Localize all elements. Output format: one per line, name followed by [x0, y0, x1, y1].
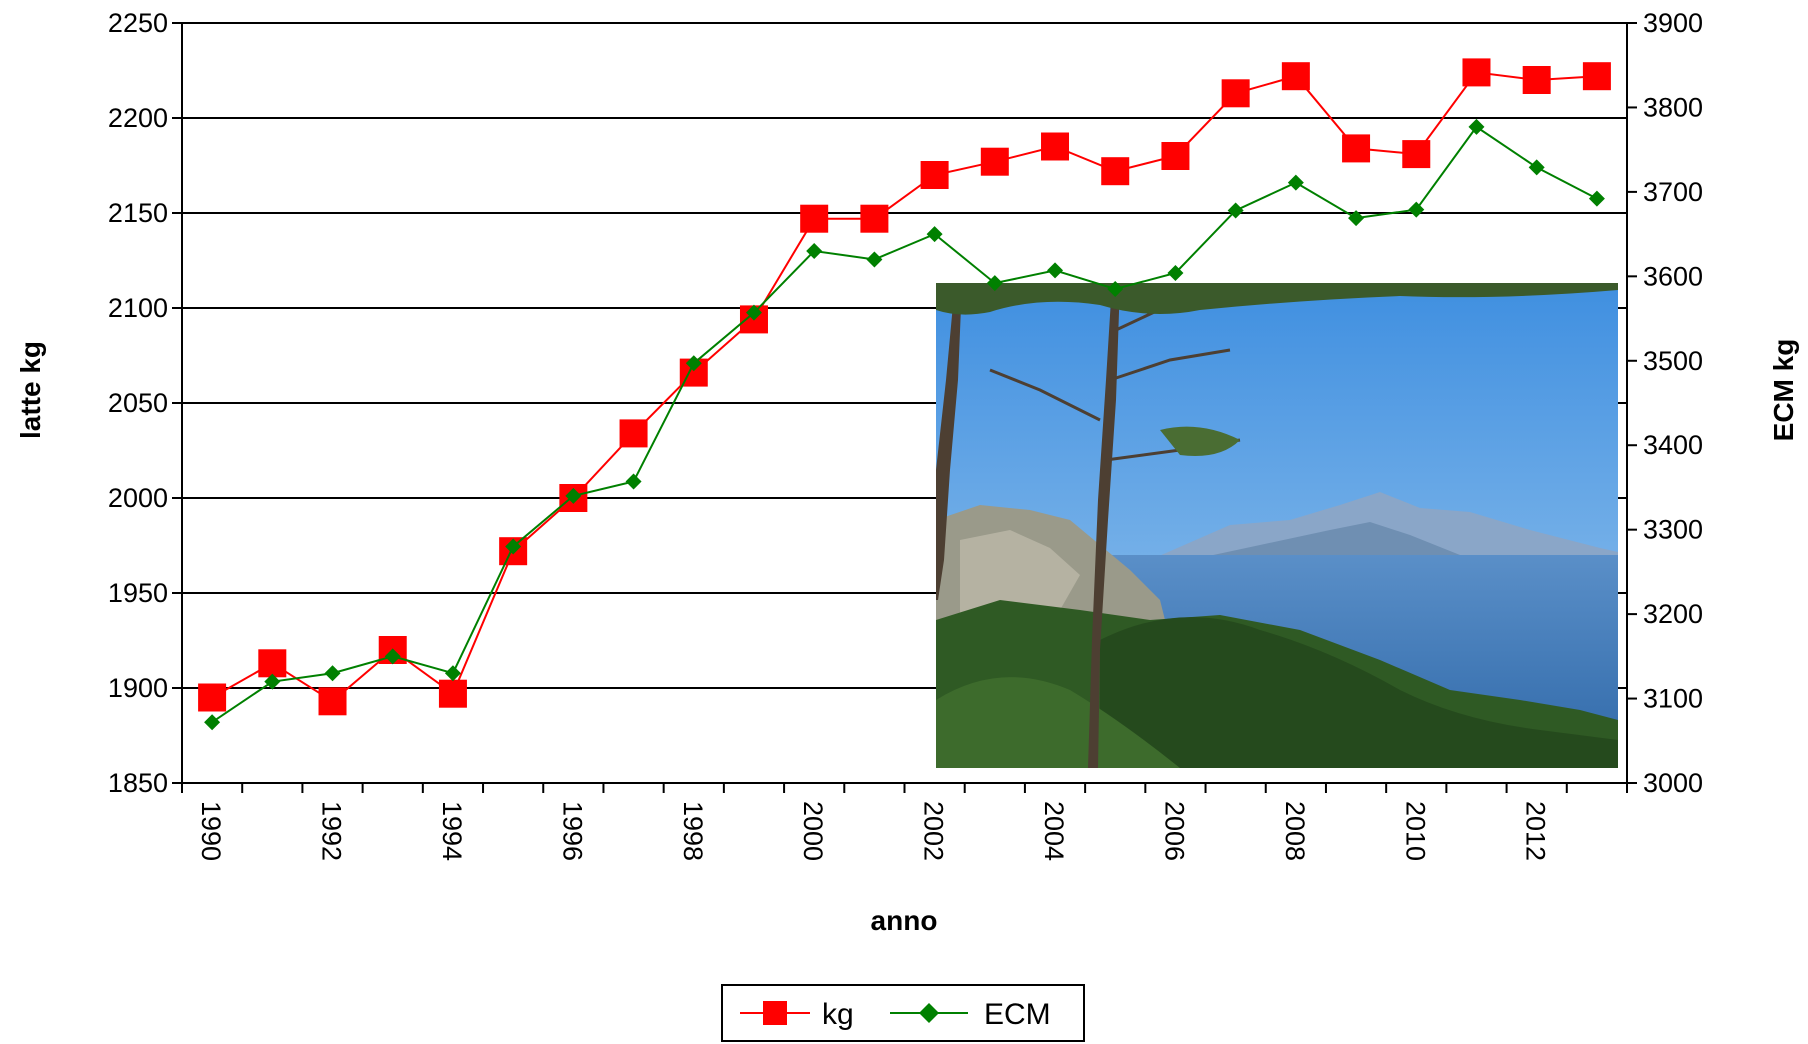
y-tick-label-1900: 1900	[108, 673, 168, 703]
y2-tick-label-3800: 3800	[1643, 92, 1703, 122]
y2-axis-title: ECM kg	[1768, 339, 1799, 442]
point-ecm-2006	[1167, 264, 1184, 281]
point-ecm-1996	[565, 487, 582, 504]
point-kg-2009	[1342, 134, 1371, 163]
x-tick-label-2010: 2010	[1400, 801, 1430, 861]
x-tick-label-2002: 2002	[919, 801, 949, 861]
point-kg-2002	[920, 161, 949, 189]
point-ecm-1995	[505, 538, 522, 555]
series-line-ecm	[211, 125, 1598, 724]
point-ecm-1994	[444, 665, 461, 682]
y2-tick-label-3700: 3700	[1643, 177, 1703, 207]
legend-kg-marker	[763, 1001, 787, 1025]
series	[198, 58, 1611, 731]
point-ecm-1993	[384, 648, 401, 665]
x-tick-label-1994: 1994	[437, 801, 467, 861]
y-tick-label-1950: 1950	[108, 578, 168, 608]
y-tick-label-2100: 2100	[108, 293, 168, 323]
point-kg-2007	[1221, 79, 1250, 108]
point-kg-2006	[1161, 142, 1190, 170]
y2-tick-label-3200: 3200	[1643, 599, 1703, 629]
point-ecm-2013	[1588, 190, 1605, 207]
y2-tick-label-3900: 3900	[1643, 8, 1703, 38]
point-kg-2001	[860, 204, 889, 233]
y-tick-label-1850: 1850	[108, 768, 168, 798]
point-ecm-1990	[204, 714, 221, 731]
y-tick-label-2200: 2200	[108, 103, 168, 133]
x-tick-label-1998: 1998	[678, 801, 708, 861]
y-tick-label-2050: 2050	[108, 388, 168, 418]
point-ecm-1992	[324, 665, 341, 682]
legend-ecm-marker	[919, 1003, 939, 1023]
gridlines	[182, 22, 1627, 689]
point-kg-2013	[1582, 62, 1611, 91]
point-ecm-2004	[1047, 262, 1064, 279]
y-tick-label-2150: 2150	[108, 198, 168, 228]
point-kg-2004	[1041, 132, 1070, 161]
point-kg-2010	[1402, 140, 1431, 169]
legend: kg ECM	[721, 984, 1085, 1042]
point-kg-1991	[258, 649, 287, 678]
point-ecm-2012	[1528, 159, 1545, 176]
legend-kg-label: kg	[822, 998, 854, 1031]
x-tick-label-1992: 1992	[317, 801, 347, 861]
point-kg-1994	[438, 679, 467, 708]
y2-tick-label-3300: 3300	[1643, 515, 1703, 545]
x-tick-label-2000: 2000	[798, 801, 828, 861]
point-kg-2005	[1101, 157, 1130, 186]
point-ecm-2005	[1107, 281, 1124, 297]
legend-ecm-label: ECM	[984, 998, 1051, 1031]
y2-tick-label-3500: 3500	[1643, 346, 1703, 376]
point-ecm-1998	[685, 355, 702, 372]
y-tick-label-2250: 2250	[108, 8, 168, 38]
point-ecm-1997	[625, 473, 642, 490]
x-tick-label-2004: 2004	[1039, 801, 1069, 861]
y2-tick-label-3600: 3600	[1643, 261, 1703, 291]
y-tick-label-2000: 2000	[108, 483, 168, 513]
x-tick-label-2008: 2008	[1280, 801, 1310, 861]
point-ecm-2011	[1468, 118, 1485, 135]
y-axis-title: latte kg	[15, 341, 46, 439]
point-ecm-1999	[745, 304, 762, 321]
point-ecm-2001	[866, 251, 883, 268]
axes	[172, 22, 1637, 793]
x-tick-label-1996: 1996	[557, 801, 587, 861]
y2-tick-label-3400: 3400	[1643, 430, 1703, 460]
y2-tick-label-3100: 3100	[1643, 684, 1703, 714]
point-kg-2008	[1281, 62, 1310, 91]
x-tick-label-2006: 2006	[1159, 801, 1189, 861]
point-ecm-2010	[1408, 201, 1425, 218]
point-kg-1992	[318, 687, 347, 716]
y2-tick-label-3000: 3000	[1643, 768, 1703, 798]
point-kg-2012	[1522, 66, 1551, 94]
tick-labels: 1850 1900 1950 2000 2050 2100 2150 2200 2250 3000…	[108, 8, 1703, 861]
point-ecm-2003	[986, 275, 1003, 292]
point-kg-1997	[619, 419, 648, 448]
point-ecm-2002	[926, 226, 943, 243]
point-kg-1990	[198, 683, 227, 712]
point-ecm-2007	[1227, 202, 1244, 219]
point-ecm-2000	[806, 243, 823, 259]
x-axis-title: anno	[871, 905, 938, 936]
point-ecm-2009	[1348, 210, 1365, 227]
point-kg-2000	[800, 204, 829, 233]
inset-landscape-photo	[936, 283, 1618, 768]
point-ecm-2008	[1287, 174, 1304, 191]
point-kg-2003	[980, 147, 1009, 176]
x-tick-label-2012: 2012	[1521, 801, 1551, 861]
x-tick-label-1990: 1990	[196, 801, 226, 861]
point-ecm-1991	[264, 673, 281, 690]
point-kg-2011	[1462, 58, 1491, 87]
